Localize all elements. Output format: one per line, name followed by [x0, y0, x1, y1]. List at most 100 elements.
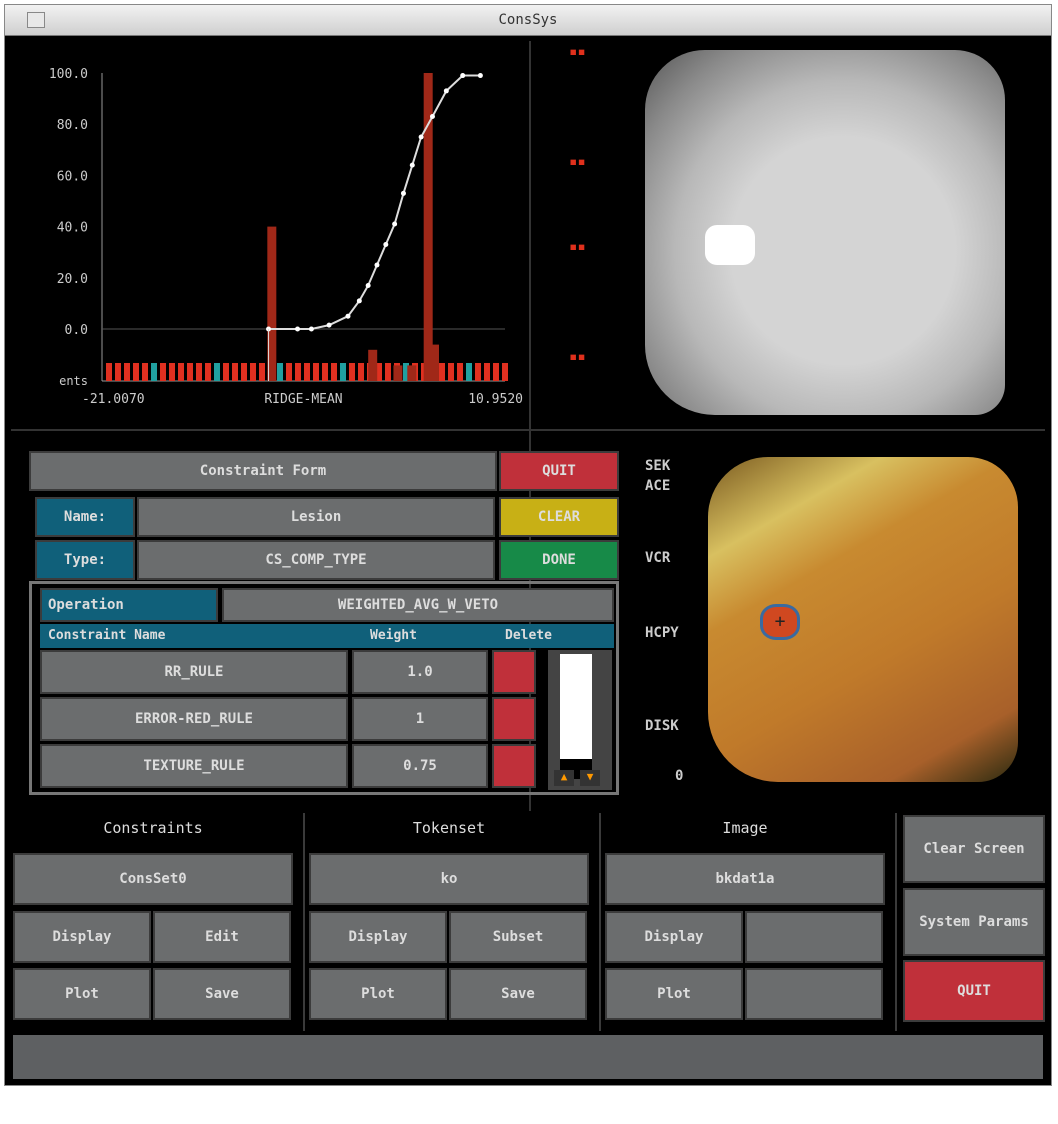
panel-button-empty[interactable] — [745, 911, 883, 963]
depth-label: SEK — [645, 458, 671, 474]
depth-label: VCR — [645, 550, 671, 566]
histogram-bar — [151, 363, 157, 381]
cdf-point — [409, 162, 415, 168]
column-name-header: Constraint Name — [48, 628, 166, 643]
histogram-bar — [368, 349, 378, 381]
depth-labels: SEK ACE VCR HCPY DISK 0 — [645, 450, 695, 790]
divider — [11, 429, 1045, 431]
histogram-bar — [277, 363, 283, 381]
panel-button-plot[interactable]: Plot — [13, 968, 151, 1020]
histogram-bar — [250, 363, 256, 381]
scroll-thumb[interactable] — [560, 654, 592, 759]
constraint-name-cell[interactable]: RR_RULE — [40, 650, 348, 694]
endoscope-image[interactable]: + — [708, 457, 1018, 782]
histogram-bar — [232, 363, 238, 381]
histogram-bar — [160, 363, 166, 381]
done-button[interactable]: DONE — [499, 540, 619, 580]
histogram-bar — [358, 363, 364, 381]
panel-value-field[interactable]: bkdat1a — [605, 853, 885, 905]
panel-button-plot[interactable]: Plot — [605, 968, 743, 1020]
panel-button-plot[interactable]: Plot — [309, 968, 447, 1020]
histogram-bar — [493, 363, 499, 381]
histogram-bar — [457, 363, 463, 381]
histogram-bar — [205, 363, 211, 381]
panel-button-subset[interactable]: Subset — [449, 911, 587, 963]
constraint-table: Operation WEIGHTED_AVG_W_VETO Constraint… — [29, 581, 619, 795]
weight-cell[interactable]: 1.0 — [352, 650, 488, 694]
operation-field[interactable]: WEIGHTED_AVG_W_VETO — [222, 588, 614, 622]
histogram-bar — [223, 363, 229, 381]
cdf-point — [295, 326, 301, 332]
panel-image: Image bkdat1a Display Plot — [605, 813, 897, 1031]
type-field[interactable]: CS_COMP_TYPE — [137, 540, 495, 580]
delete-button[interactable] — [492, 697, 536, 741]
constraint-name-cell[interactable]: ERROR-RED_RULE — [40, 697, 348, 741]
histogram-bar — [313, 363, 319, 381]
x-tick-label: 10.9520 — [468, 392, 523, 407]
histogram-bar — [187, 363, 193, 381]
histogram-bar — [115, 363, 121, 381]
type-label: Type: — [35, 540, 135, 580]
segmented-image[interactable] — [645, 50, 1005, 415]
constraint-name-cell[interactable]: TEXTURE_RULE — [40, 744, 348, 788]
panel-button-display[interactable]: Display — [309, 911, 447, 963]
panel-button-display[interactable]: Display — [13, 911, 151, 963]
panel-title: Image — [722, 819, 768, 837]
form-title: Constraint Form — [29, 451, 497, 491]
histogram-bar — [429, 344, 439, 381]
quit-button[interactable]: QUIT — [903, 960, 1045, 1022]
weight-cell[interactable]: 0.75 — [352, 744, 488, 788]
histogram-bar — [475, 363, 481, 381]
histogram-bar — [124, 363, 130, 381]
panel-button-empty[interactable] — [745, 968, 883, 1020]
histogram-bar — [331, 363, 337, 381]
close-box-icon[interactable] — [27, 12, 45, 28]
panel-button-save[interactable]: Save — [449, 968, 587, 1020]
cdf-point — [477, 73, 483, 79]
histogram-bar — [466, 363, 472, 381]
name-label: Name: — [35, 497, 135, 537]
conssys-window: ConsSys 100.0 80.0 60.0 40.0 20.0 0.0 ents -21.… — [4, 4, 1052, 1086]
delete-button[interactable] — [492, 650, 536, 694]
weight-cell[interactable]: 1 — [352, 697, 488, 741]
x-tick-label: -21.0070 — [82, 392, 145, 407]
column-delete-header: Delete — [505, 628, 552, 643]
depth-label: 0 — [675, 768, 684, 784]
clear-button[interactable]: CLEAR — [499, 497, 619, 537]
lesion-marker-icon[interactable]: + — [760, 604, 800, 640]
histogram-bar — [178, 363, 184, 381]
histogram-bar — [439, 363, 445, 381]
panel-button-edit[interactable]: Edit — [153, 911, 291, 963]
scroll-down-arrow-icon[interactable]: ▼ — [580, 770, 600, 786]
status-bar — [13, 1035, 1043, 1079]
histogram-bar — [304, 363, 310, 381]
histogram-bar — [340, 363, 346, 381]
scroll-up-arrow-icon[interactable]: ▲ — [554, 770, 574, 786]
constraint-form: Constraint Form QUIT Name: Lesion CLEAR … — [23, 447, 623, 799]
depth-label: ACE — [645, 478, 671, 494]
histogram-bar — [393, 365, 403, 381]
clear-screen-button[interactable]: Clear Screen — [903, 815, 1045, 883]
histogram-bar — [169, 363, 175, 381]
cdf-point — [443, 88, 449, 94]
scrollbar[interactable]: ▲ ▼ — [548, 650, 612, 790]
delete-button[interactable] — [492, 744, 536, 788]
system-params-button[interactable]: System Params — [903, 888, 1045, 956]
panel-value-field[interactable]: ConsSet0 — [13, 853, 293, 905]
histogram-chart: 100.0 80.0 60.0 40.0 20.0 0.0 ents -21.0070 RIDG… — [49, 67, 523, 407]
segment-region — [705, 225, 755, 265]
histogram-bar — [214, 363, 220, 381]
form-quit-button[interactable]: QUIT — [499, 451, 619, 491]
cdf-point — [429, 114, 435, 120]
name-field[interactable]: Lesion — [137, 497, 495, 537]
panel-value-field[interactable]: ko — [309, 853, 589, 905]
cdf-point — [345, 313, 351, 319]
cdf-point — [460, 73, 466, 79]
histogram-bar — [322, 363, 328, 381]
y-tick-label: 80.0 — [57, 118, 88, 133]
panel-button-display[interactable]: Display — [605, 911, 743, 963]
table-header: Constraint Name Weight Delete — [40, 624, 614, 648]
window-title: ConsSys — [498, 12, 558, 28]
panel-button-save[interactable]: Save — [153, 968, 291, 1020]
y-tick-label: 0.0 — [65, 323, 88, 338]
